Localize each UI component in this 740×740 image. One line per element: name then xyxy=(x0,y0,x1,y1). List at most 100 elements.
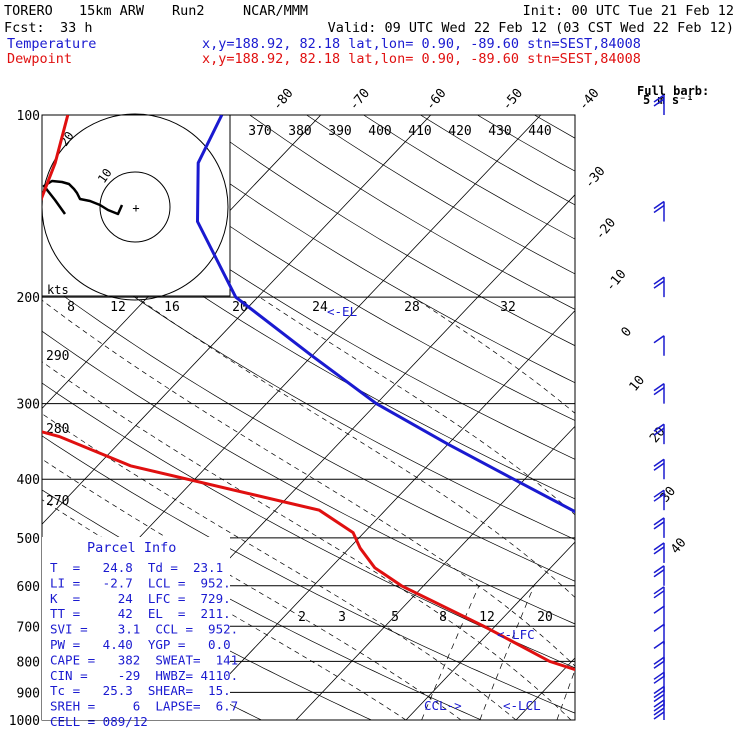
hodograph-origin: + xyxy=(132,201,139,215)
wind-barb-flag xyxy=(653,458,665,467)
wind-barb-flag xyxy=(653,685,665,695)
wind-barb-flag xyxy=(653,703,665,712)
dry-adiabat xyxy=(42,382,575,669)
wind-barb-flag xyxy=(653,94,665,103)
pressure-tick-label: 400 xyxy=(17,473,40,488)
dry-adiabat xyxy=(420,115,575,206)
wind-barb-flag xyxy=(653,660,665,669)
hodograph-speed-label: 24 xyxy=(312,300,328,315)
wind-barb-flag xyxy=(653,493,665,502)
wind-barb-flag xyxy=(653,640,665,649)
dry-adiabat xyxy=(42,435,575,714)
wind-barb-flag xyxy=(653,623,665,633)
isotherm-label: -40 xyxy=(576,86,603,114)
wind-barb-flag xyxy=(653,586,665,595)
isotherm-label: -10 xyxy=(603,267,630,295)
mixing-ratio-label: 3 xyxy=(338,610,346,625)
isotherm-label: 40 xyxy=(668,535,690,557)
mixing-ratio-label: 20 xyxy=(537,610,553,625)
wind-barb-flag xyxy=(653,707,665,716)
dry-adiabat xyxy=(534,115,575,139)
pressure-tick-label: 300 xyxy=(17,398,40,413)
pressure-tick-label: 600 xyxy=(17,580,40,595)
parcel-info-row: CELL = 089/12 xyxy=(50,714,148,729)
parcel-info-frame xyxy=(42,537,230,720)
wind-barb-flag xyxy=(653,280,665,289)
forecast-label: Fcst: xyxy=(4,20,45,36)
wind-barb-legend-unit: 5 m s⁻¹ xyxy=(643,93,694,107)
mixing-ratio-label: 12 xyxy=(479,610,495,625)
moist-adiabat xyxy=(259,296,575,516)
mixing-ratio-labels: 2 3 5 8 12 20 xyxy=(298,610,553,625)
model-resolution: 15km ARW xyxy=(79,3,145,19)
isotherm-line xyxy=(736,115,740,720)
theta-label: 390 xyxy=(328,124,351,139)
isotherm-line xyxy=(42,115,432,525)
parcel-info-row: Tc = 25.3 SHEAR= 15. xyxy=(50,683,231,698)
theta-label-lower: 290 xyxy=(46,349,69,364)
wind-barb-legend-title: Full barb: xyxy=(637,84,709,98)
theta-label: 380 xyxy=(288,124,311,139)
wind-barb-flag xyxy=(653,546,665,555)
wind-barb-flag xyxy=(653,671,665,680)
dry-adiabat xyxy=(249,115,575,310)
mixing-ratio-line xyxy=(479,585,535,720)
chart-header: TORERO 15km ARW Run2 NCAR/MMM Init: 00 U… xyxy=(4,3,734,67)
isotherm-line xyxy=(405,541,575,720)
dry-adiabat xyxy=(648,115,740,720)
isotherm-line xyxy=(185,309,575,720)
wind-barb-flag xyxy=(653,675,665,684)
forecast-hour: 33 h xyxy=(60,20,93,36)
wind-barb-flag xyxy=(653,462,665,471)
dry-adiabat xyxy=(705,115,740,720)
isotherm-line xyxy=(626,115,740,720)
dry-adiabat xyxy=(363,115,575,240)
hodograph-unit-label: kts xyxy=(47,283,69,297)
location-info-temp: x,y=188.92, 82.18 lat,lon= 0.90, -89.60 … xyxy=(202,36,641,52)
wind-barb xyxy=(653,335,665,356)
theta-label-lower: 270 xyxy=(46,494,69,509)
wind-barb-flag xyxy=(653,200,665,210)
wind-barb-flag xyxy=(653,693,665,703)
wind-barb-flag xyxy=(653,204,665,214)
hodograph-ring-outer xyxy=(41,113,229,301)
wind-barb-flag xyxy=(653,489,665,498)
mixing-ratio-label: 5 xyxy=(391,610,399,625)
lcl-label: <-LCL xyxy=(503,698,541,713)
theta-label: 370 xyxy=(248,124,271,139)
mixing-ratio-label: 2 xyxy=(298,610,306,625)
wind-barb-flag xyxy=(653,276,665,285)
el-label: <-EL xyxy=(327,304,357,319)
parcel-info-row: CIN = -29 HWBZ= 4110. xyxy=(50,668,238,683)
wind-barb xyxy=(653,699,665,720)
isotherm-line xyxy=(515,657,575,720)
parcel-info-title: Parcel Info xyxy=(87,540,176,556)
isotherm-label: -50 xyxy=(500,86,527,114)
theta-label: 420 xyxy=(448,124,471,139)
isotherm-label: -60 xyxy=(423,86,450,114)
wind-barb xyxy=(653,586,665,607)
pressure-tick-label: 800 xyxy=(17,655,40,670)
parcel-info-row: T = 24.8 Td = 23.1 xyxy=(50,560,223,575)
wind-barb-flag xyxy=(653,605,665,614)
wind-barb xyxy=(653,517,665,538)
theta-label: 410 xyxy=(408,124,431,139)
dry-adiabat xyxy=(42,131,575,460)
pressure-tick-label: 100 xyxy=(17,109,40,124)
wind-barbs xyxy=(653,94,665,720)
isotherm-label: 10 xyxy=(627,373,649,395)
dry-adiabat xyxy=(135,115,575,384)
pressure-tick-label: 500 xyxy=(17,532,40,547)
theta-label: 440 xyxy=(528,124,551,139)
wind-barb-flag xyxy=(653,335,665,344)
parcel-info-row: PW = 4.40 YGP = 0.0 xyxy=(50,637,231,652)
wind-barb xyxy=(653,542,665,563)
dry-adiabat xyxy=(42,279,575,582)
wind-barb-flag xyxy=(653,711,665,720)
parcel-info-row: LI = -2.7 LCL = 952. xyxy=(50,575,231,590)
temperature-legend: Temperature xyxy=(7,36,96,52)
model-run: Run2 xyxy=(172,3,205,19)
wind-barb xyxy=(653,623,665,645)
wind-barb xyxy=(653,276,665,298)
